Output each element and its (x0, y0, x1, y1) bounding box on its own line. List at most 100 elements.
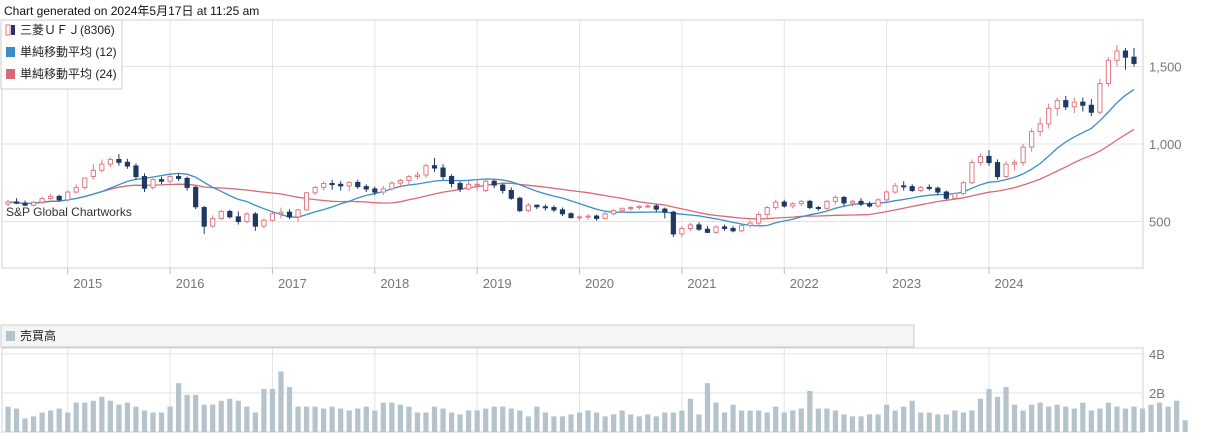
candle (355, 179, 361, 189)
x-tick-label: 2021 (687, 276, 716, 291)
candle (269, 212, 276, 222)
volume-bar (1122, 408, 1129, 432)
candle (329, 179, 335, 190)
volume-legend: 売買高 (0, 324, 915, 348)
volume-bar (133, 406, 139, 432)
candle (542, 204, 549, 211)
volume-bar (721, 412, 728, 432)
candle (977, 153, 984, 166)
volume-bar (619, 410, 625, 432)
legend-box (0, 19, 123, 90)
volume-bar (773, 406, 779, 432)
candle (1097, 78, 1103, 115)
volume-bar (397, 404, 403, 432)
candle (525, 202, 531, 213)
candle (56, 194, 62, 202)
volume-bar (517, 410, 523, 432)
volume-bar (380, 402, 386, 432)
candle (193, 185, 199, 210)
x-tick-label: 2016 (176, 276, 205, 291)
volume-legend-box (0, 324, 915, 348)
candle (252, 212, 258, 231)
x-tick-label: 2023 (892, 276, 921, 291)
volume-bar (82, 402, 88, 432)
candle (841, 195, 847, 206)
candle (798, 199, 804, 206)
volume-bar (790, 410, 796, 432)
candle (133, 163, 139, 180)
legend-item: 三菱ＵＦＪ(8306) (5, 23, 115, 37)
candle (1063, 95, 1069, 110)
candle (781, 199, 787, 208)
volume-bar (1165, 406, 1171, 432)
volume-bar (798, 408, 804, 432)
legend-label: 三菱ＵＦＪ(8306) (20, 23, 115, 37)
volume-bar (713, 402, 719, 432)
volume-bar (227, 398, 233, 432)
candle (636, 205, 642, 210)
candle (653, 204, 659, 213)
volume-bar (363, 406, 369, 432)
volume-bar (90, 400, 96, 432)
candle (158, 176, 165, 185)
candle (448, 174, 455, 188)
candle (286, 209, 293, 220)
candle (184, 176, 190, 191)
candle (576, 215, 583, 221)
volume-bar (491, 406, 497, 432)
volume-bar (431, 406, 438, 432)
volume-bar (321, 408, 327, 432)
volume-bar (960, 412, 966, 432)
volume-bar (1054, 404, 1060, 432)
volume-bar (414, 412, 421, 432)
volume-bar (48, 410, 54, 432)
volume-bar (1037, 402, 1043, 432)
candle (244, 212, 250, 224)
volume-bar (875, 414, 881, 432)
ma12-line (7, 89, 1135, 227)
volume-bars (5, 371, 1188, 432)
volume-bar (286, 387, 293, 432)
volume-bar (568, 414, 574, 432)
legend-label: 単純移動平均 (24) (20, 67, 117, 81)
volume-bar (611, 414, 617, 432)
volume-bar (602, 416, 608, 432)
volume-bar (1080, 402, 1086, 432)
watermark: S&P Global Chartworks (6, 205, 132, 219)
candle (397, 178, 403, 188)
ma12-series-line (7, 89, 1135, 227)
candle (858, 198, 864, 206)
candle (218, 209, 224, 220)
candle (65, 190, 71, 202)
x-tick-label: 2024 (995, 276, 1024, 291)
candle (764, 206, 770, 219)
volume-bar (141, 410, 148, 432)
candle (704, 226, 711, 234)
candle (372, 186, 378, 196)
volume-bar (269, 389, 276, 432)
volume-bar (1139, 408, 1146, 432)
candle (414, 171, 421, 180)
volume-bar (849, 416, 856, 432)
volume-bar (1182, 420, 1188, 432)
volume-bar (124, 402, 131, 432)
volume-bar (687, 398, 694, 432)
candle (483, 178, 489, 193)
volume-bar (1029, 404, 1035, 432)
volume-bar (926, 412, 932, 432)
candle (918, 185, 924, 193)
candle (662, 207, 668, 219)
candle-swatch-icon (11, 25, 15, 35)
candle (739, 224, 745, 233)
blue-swatch-icon (6, 47, 15, 57)
volume-bar (176, 383, 182, 432)
volume-bar (1148, 404, 1154, 432)
candle (901, 181, 907, 191)
volume-bar (551, 416, 557, 432)
candle (227, 209, 233, 219)
volume-bar (986, 389, 992, 432)
volume-bar (508, 408, 514, 432)
volume-bar (730, 404, 736, 432)
volume-bar (807, 390, 813, 432)
candle (474, 179, 480, 191)
